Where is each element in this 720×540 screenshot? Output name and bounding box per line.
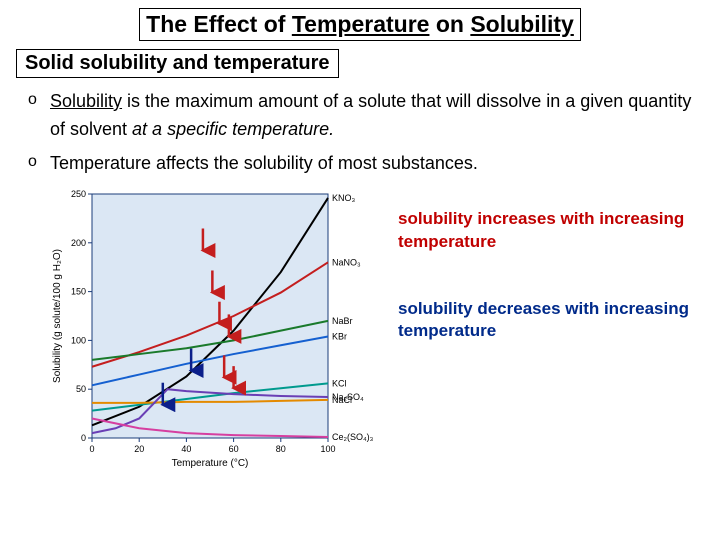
bullet-1: Solubility is the maximum amount of a so… — [28, 88, 704, 144]
svg-text:100: 100 — [71, 335, 86, 345]
svg-text:50: 50 — [76, 384, 86, 394]
solubility-chart: 0 50 100 150 200 250 0 20 40 60 80 100 Temperature (… — [46, 184, 376, 474]
svg-text:0: 0 — [81, 433, 86, 443]
svg-text:80: 80 — [276, 444, 286, 454]
title-underline-2: Solubility — [470, 11, 574, 37]
svg-text:Temperature (°C): Temperature (°C) — [172, 458, 249, 469]
bullet-1-emph: at a specific temperature. — [132, 119, 334, 139]
svg-text:Solubility (g solute/100 g H₂O: Solubility (g solute/100 g H₂O) — [52, 249, 63, 383]
note-increase: solubility increases with increasing tem… — [398, 208, 696, 254]
side-notes: solubility increases with increasing tem… — [376, 184, 704, 344]
svg-text:100: 100 — [320, 444, 335, 454]
bullet-1-keyword: Solubility — [50, 91, 122, 111]
svg-text:0: 0 — [89, 444, 94, 454]
svg-text:20: 20 — [134, 444, 144, 454]
title-prefix: The Effect of — [146, 11, 292, 37]
bullet-list: Solubility is the maximum amount of a so… — [28, 88, 704, 178]
svg-text:Na₂SO₄: Na₂SO₄ — [332, 392, 364, 402]
note-decrease: solubility decreases with increasing tem… — [398, 298, 696, 344]
svg-text:KBr: KBr — [332, 331, 347, 341]
title-underline-1: Temperature — [292, 11, 430, 37]
page-title-box: The Effect of Temperature on Solubility — [139, 8, 581, 41]
svg-text:60: 60 — [229, 444, 239, 454]
svg-text:40: 40 — [181, 444, 191, 454]
subtitle: Solid solubility and temperature — [25, 52, 330, 74]
svg-text:NaNO₃: NaNO₃ — [332, 257, 361, 267]
svg-text:150: 150 — [71, 286, 86, 296]
svg-text:Ce₂(SO₄)₃: Ce₂(SO₄)₃ — [332, 432, 374, 442]
subtitle-box: Solid solubility and temperature — [16, 49, 339, 78]
page-title: The Effect of Temperature on Solubility — [146, 11, 574, 37]
svg-text:KCl: KCl — [332, 378, 347, 388]
svg-text:KNO₃: KNO₃ — [332, 193, 356, 203]
svg-text:NaBr: NaBr — [332, 316, 353, 326]
svg-text:250: 250 — [71, 189, 86, 199]
svg-text:200: 200 — [71, 237, 86, 247]
title-mid: on — [429, 11, 470, 37]
bullet-2: Temperature affects the solubility of mo… — [28, 150, 704, 178]
